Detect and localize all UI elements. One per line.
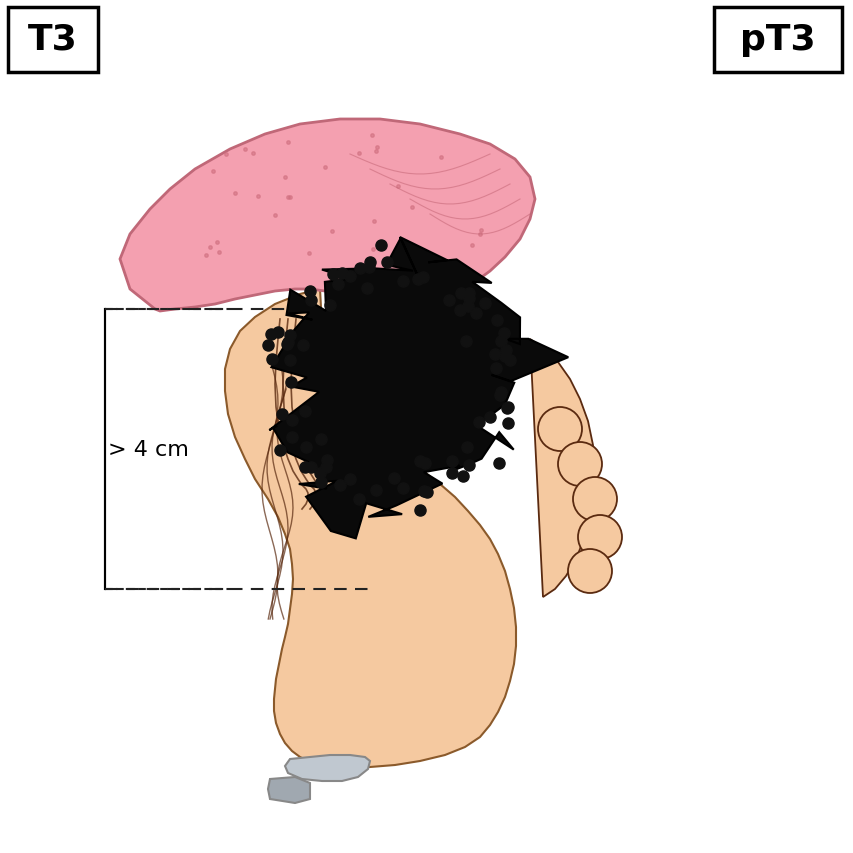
FancyBboxPatch shape: [713, 8, 841, 73]
Polygon shape: [530, 339, 595, 597]
Circle shape: [557, 443, 601, 486]
Circle shape: [537, 408, 581, 451]
Polygon shape: [120, 120, 534, 311]
Polygon shape: [224, 290, 515, 767]
FancyBboxPatch shape: [8, 8, 98, 73]
Text: T3: T3: [28, 23, 78, 57]
Polygon shape: [268, 777, 310, 803]
Polygon shape: [285, 755, 369, 781]
Circle shape: [572, 478, 616, 521]
Circle shape: [567, 549, 612, 594]
Circle shape: [577, 515, 621, 560]
Text: > 4 cm: > 4 cm: [107, 439, 189, 460]
Text: pT3: pT3: [740, 23, 815, 57]
Polygon shape: [269, 238, 567, 539]
